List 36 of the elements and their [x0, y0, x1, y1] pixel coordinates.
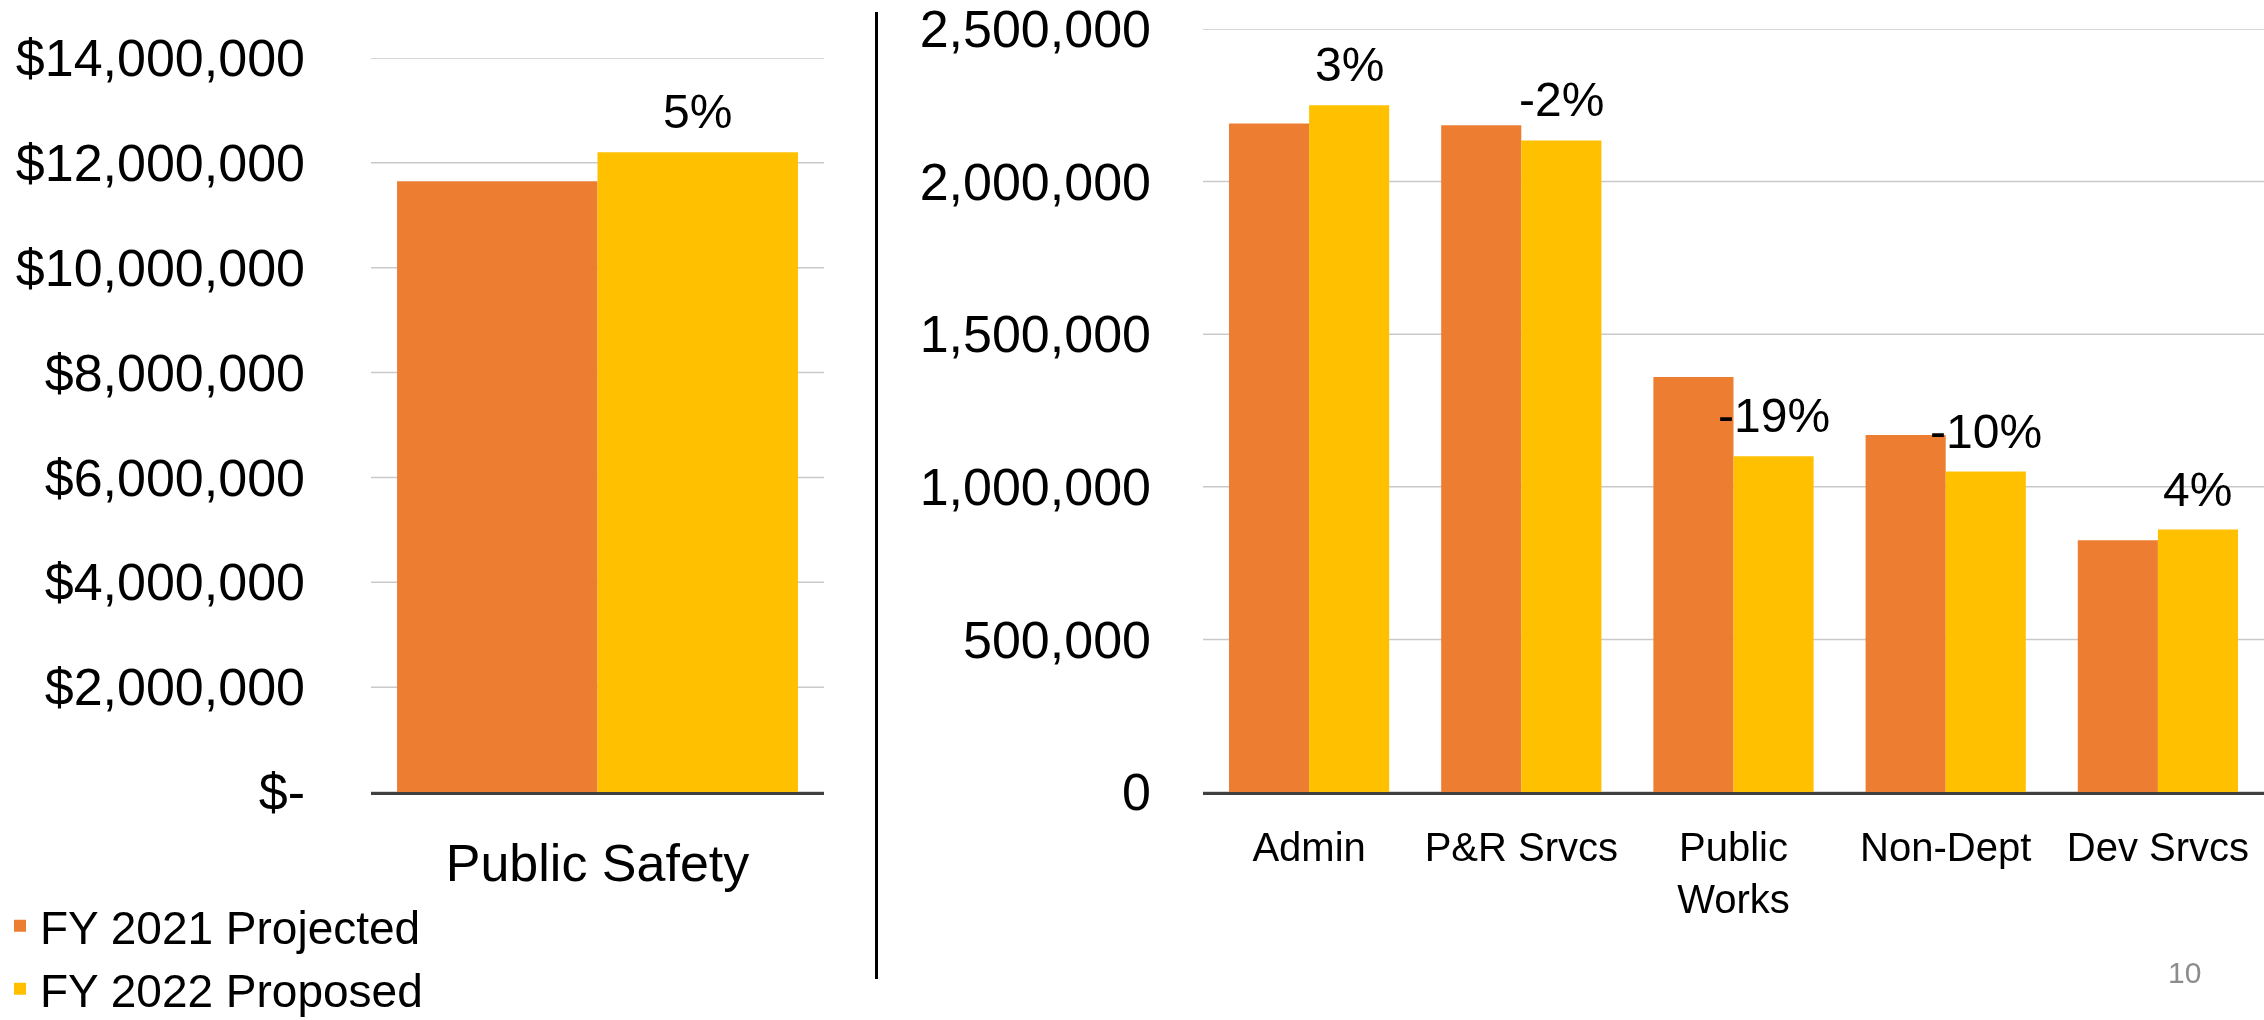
legend-label: FY 2022 Proposed [40, 964, 423, 1017]
bar [2077, 540, 2158, 792]
x-tick-label: Dev Srvcs [2066, 825, 2250, 869]
bar [2157, 529, 2239, 792]
annotation: -10% [1930, 405, 2043, 458]
annotation: 3% [1315, 38, 1385, 91]
y-tick-label: $12,000,000 [15, 134, 305, 193]
x-tick-label: Public Safety [445, 834, 750, 893]
x-tick-label: Admin [1252, 825, 1366, 869]
y-tick-label: 500,000 [963, 610, 1151, 669]
bar [1441, 125, 1522, 792]
x-tick-label: Non-Dept [1860, 825, 2032, 869]
y-tick-label: 1,000,000 [919, 458, 1151, 516]
annotation: 5% [663, 85, 733, 138]
y-tick-label: 1,500,000 [919, 305, 1151, 364]
annotation: 4% [2163, 463, 2233, 516]
y-tick-label: $6,000,000 [44, 448, 305, 507]
y-tick-label: $8,000,000 [44, 343, 305, 402]
y-tick-label: $2,000,000 [44, 658, 305, 717]
y-tick-label: $10,000,000 [15, 238, 305, 297]
y-tick-label: 2,000,000 [919, 152, 1151, 211]
bar [1228, 123, 1310, 792]
x-tick-label: P&R Srvcs [1424, 825, 1618, 869]
y-tick-label: 2,500,000 [919, 0, 1151, 59]
y-tick-label: $- [258, 763, 305, 822]
y-tick-label: $4,000,000 [44, 553, 305, 612]
y-tick-label: 0 [1122, 763, 1151, 822]
legend-label: FY 2021 Projected [40, 901, 421, 954]
x-tick-label: Public Works [1677, 825, 1790, 921]
y-tick-label: $14,000,000 [15, 29, 305, 88]
bar [1733, 456, 1814, 792]
bar [1521, 140, 1602, 792]
annotation: -2% [1519, 73, 1605, 126]
text: 10 [2168, 956, 2202, 989]
bar [1945, 471, 2026, 792]
bar [1309, 105, 1390, 792]
